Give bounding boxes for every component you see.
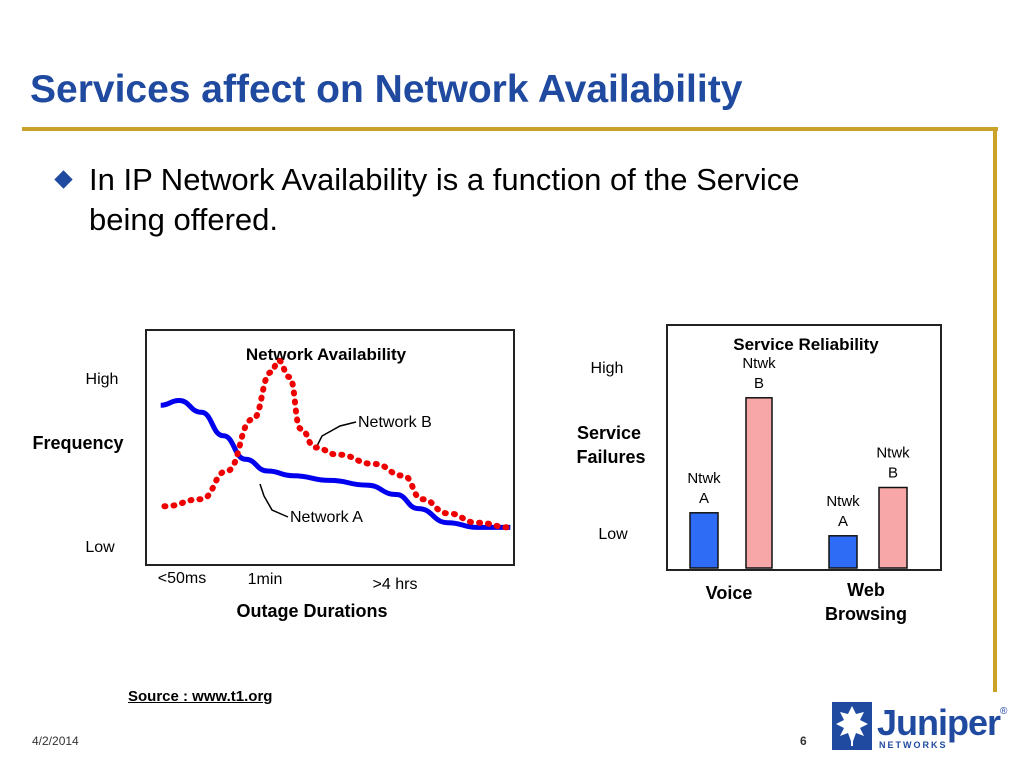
juniper-leaf-icon xyxy=(832,702,872,750)
bar-ntwk-a-voice xyxy=(689,512,719,569)
bar-label: A xyxy=(699,490,709,507)
y-tick-low: Low xyxy=(85,539,115,556)
category-label-web-line2: Browsing xyxy=(825,604,907,624)
annotation-network-a: Network A xyxy=(290,509,363,526)
source-citation[interactable]: Source : www.t1.org xyxy=(128,688,273,705)
title-underline-rule xyxy=(22,127,998,131)
y-tick-low: Low xyxy=(598,526,628,543)
x-tick-3: >4 hrs xyxy=(373,576,418,593)
slide-title: Services affect on Network Availability xyxy=(30,68,743,111)
chart-title: Network Availability xyxy=(246,345,407,364)
chart-frame xyxy=(145,329,515,566)
y-axis-label: Frequency xyxy=(32,433,123,453)
category-label-web-line1: Web xyxy=(847,580,885,600)
logo-wordmark: Juniper xyxy=(877,702,1001,743)
y-axis-label-1: Service xyxy=(577,423,641,443)
category-label-voice: Voice xyxy=(706,583,753,603)
x-tick-2: 1min xyxy=(248,571,283,588)
logo-registered-mark: ® xyxy=(1000,706,1008,717)
bar-label: Ntwk xyxy=(687,470,721,487)
bar-label: B xyxy=(888,465,898,482)
series-line-network-a xyxy=(160,397,511,530)
right-border-rule xyxy=(993,127,997,692)
y-axis-label-2: Failures xyxy=(576,447,645,467)
bar-label: Ntwk xyxy=(876,445,910,462)
series-line-network-b xyxy=(161,357,514,531)
bar-ntwk-b-web-browsing xyxy=(878,486,908,569)
annotation-network-b: Network B xyxy=(358,414,432,431)
bar-label: A xyxy=(838,513,848,530)
footer-date: 4/2/2014 xyxy=(32,734,79,748)
x-axis-label: Outage Durations xyxy=(236,601,387,621)
page-number: 6 xyxy=(800,734,807,748)
annotation-arrow-network-b xyxy=(315,421,357,449)
y-tick-high: High xyxy=(86,371,119,388)
logo-subtitle: NETWORKS xyxy=(879,740,948,750)
bullet-text: In IP Network Availability is a function… xyxy=(89,162,800,237)
bar-ntwk-b-voice xyxy=(745,397,773,569)
bar-ntwk-a-web-browsing xyxy=(828,535,858,569)
y-tick-high: High xyxy=(591,360,624,377)
bar-label: B xyxy=(754,375,764,392)
bar-label: Ntwk xyxy=(742,355,776,372)
annotation-arrow-network-a xyxy=(259,483,289,518)
x-tick-1: <50ms xyxy=(158,570,206,587)
chart-title: Service Reliability xyxy=(733,335,879,354)
juniper-logo: Juniper ® NETWORKS xyxy=(832,700,1012,752)
bar-label: Ntwk xyxy=(826,493,860,510)
